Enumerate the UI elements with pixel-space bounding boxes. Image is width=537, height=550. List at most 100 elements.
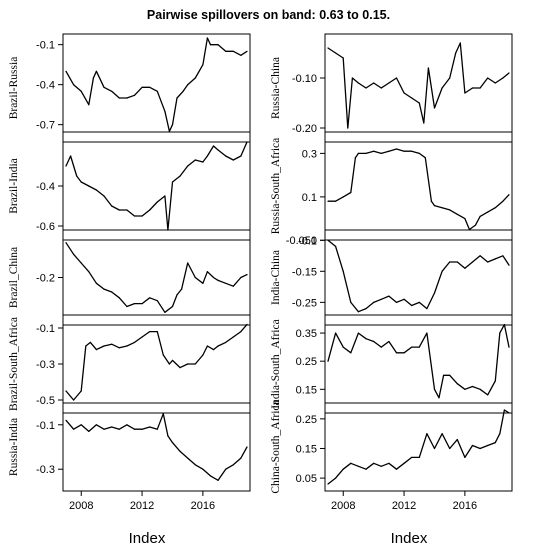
data-point — [126, 424, 128, 426]
data-point — [232, 285, 234, 287]
data-point — [395, 77, 398, 79]
data-point — [149, 297, 151, 299]
data-point — [365, 308, 367, 310]
data-point — [206, 271, 208, 273]
data-point — [456, 383, 458, 385]
data-point — [225, 468, 227, 470]
data-point — [441, 207, 443, 209]
data-point — [179, 450, 181, 452]
data-point — [171, 442, 174, 444]
data-point — [455, 52, 457, 54]
data-point — [418, 346, 420, 348]
data-point — [88, 104, 90, 106]
y-tick-label: -0.050 — [286, 235, 317, 247]
data-point — [335, 52, 337, 54]
data-point — [424, 157, 426, 159]
data-point — [164, 110, 166, 112]
data-point — [411, 97, 413, 99]
data-point — [232, 464, 234, 466]
data-point — [187, 262, 189, 264]
data-point — [418, 152, 420, 154]
y-tick-label: 0.05 — [296, 473, 317, 485]
data-point — [232, 336, 234, 338]
data-point — [141, 215, 143, 217]
data-point — [503, 324, 505, 326]
data-point — [342, 270, 344, 272]
data-point — [181, 288, 183, 290]
data-point — [103, 86, 105, 88]
data-point — [433, 205, 436, 207]
data-point — [176, 294, 178, 296]
data-point — [162, 354, 164, 356]
data-point — [65, 242, 67, 244]
y-axis-label: Russia-China — [270, 57, 282, 119]
data-point — [380, 465, 382, 467]
y-axis-label: Brazil_China — [8, 247, 20, 308]
panel-brazil-south-africa: -0.1 -0.3 -0.5 Brazil-South_Africa — [8, 314, 251, 414]
data-point — [179, 367, 181, 369]
data-point — [133, 215, 136, 217]
data-point — [456, 213, 458, 215]
data-point — [240, 331, 242, 333]
data-point — [111, 343, 113, 345]
data-point — [411, 150, 413, 152]
data-point — [202, 354, 204, 356]
data-point — [365, 468, 367, 470]
x-tick-label: 2008 — [69, 500, 93, 512]
data-point — [471, 261, 474, 263]
y-axis-label: India-China — [270, 250, 282, 305]
data-point — [212, 349, 215, 351]
y-tick-label: -0.3 — [36, 464, 55, 476]
data-point — [246, 446, 248, 448]
data-point — [464, 267, 466, 269]
data-point — [449, 77, 451, 79]
data-point — [95, 189, 97, 191]
data-point — [502, 255, 504, 257]
data-point — [118, 209, 120, 211]
data-point — [88, 430, 90, 432]
data-point — [103, 428, 105, 430]
data-point — [350, 462, 352, 464]
data-point — [171, 305, 174, 308]
data-point — [388, 295, 390, 297]
x-tick-label: 2008 — [331, 500, 355, 512]
data-point — [426, 332, 428, 334]
data-point — [487, 211, 489, 213]
data-point — [246, 274, 248, 276]
panel-russia-china: -0.10 -0.20 Russia-China — [270, 33, 513, 143]
panel-china-south-africa: 0.25 0.15 0.05 China-South_Africa 2008 2012 20… — [270, 400, 513, 512]
y-axis-label: Brazil-India — [8, 158, 20, 214]
data-point — [187, 84, 189, 86]
panel-brazil-russia: -0.1 -0.4 -0.7 Brazil-Russia — [8, 33, 251, 143]
data-point — [202, 161, 204, 163]
data-point — [459, 42, 461, 44]
y-tick-label: -0.20 — [292, 123, 317, 135]
data-point — [380, 152, 382, 154]
data-point — [217, 479, 219, 481]
data-point — [206, 37, 208, 39]
data-point — [65, 419, 67, 421]
data-point — [503, 409, 505, 411]
data-point — [365, 338, 367, 340]
data-point — [388, 462, 390, 464]
data-point — [212, 276, 215, 279]
data-point — [456, 439, 458, 441]
data-point — [494, 380, 496, 382]
panel-russia-india: -0.1 -0.3 Russia-India 2008 2012 2016 — [8, 402, 251, 512]
data-point — [194, 77, 196, 79]
panel-brazil-china: -0.2 Brazil_China — [8, 229, 251, 326]
y-tick-label: -0.1 — [298, 235, 317, 247]
data-point — [433, 447, 436, 450]
data-point — [388, 340, 390, 343]
panel-frame — [324, 314, 513, 414]
data-point — [403, 150, 405, 152]
data-point — [73, 399, 75, 401]
data-point — [240, 276, 242, 279]
panel-brazil-india: -0.4 -0.6 Brazil-India — [8, 131, 251, 241]
data-point — [388, 82, 390, 84]
data-point — [357, 82, 359, 84]
data-point — [357, 465, 359, 467]
data-point — [373, 462, 375, 464]
data-point — [194, 276, 196, 279]
figure-title: Pairwise spillovers on band: 0.63 to 0.1… — [147, 8, 390, 22]
